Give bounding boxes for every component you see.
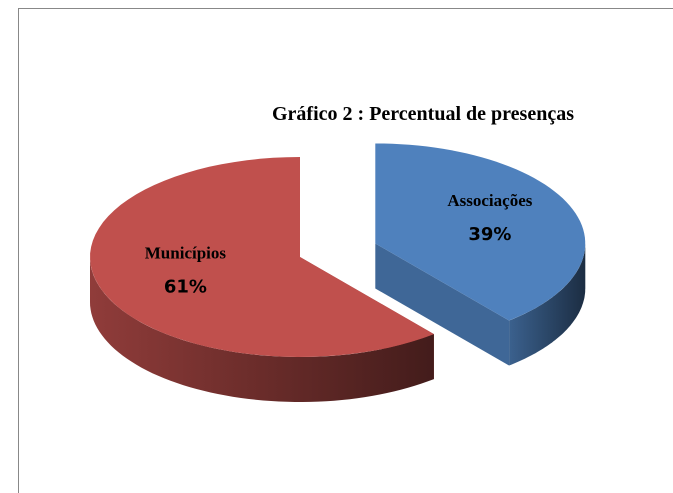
slice-value-label: 61%: [164, 277, 207, 298]
slice-label: Associações: [447, 191, 532, 210]
slice-wall: [90, 257, 434, 402]
slice-side: [375, 243, 510, 366]
slice: [90, 157, 434, 402]
chart-title: Gráfico 2 : Percentual de presenças: [272, 103, 574, 125]
slice-value-label: 39%: [468, 224, 511, 245]
slice-wall: [509, 243, 586, 366]
slice: [375, 143, 586, 366]
slice-top: [375, 143, 586, 321]
slice-top: [90, 157, 434, 357]
slice-label: Municípios: [145, 244, 227, 263]
